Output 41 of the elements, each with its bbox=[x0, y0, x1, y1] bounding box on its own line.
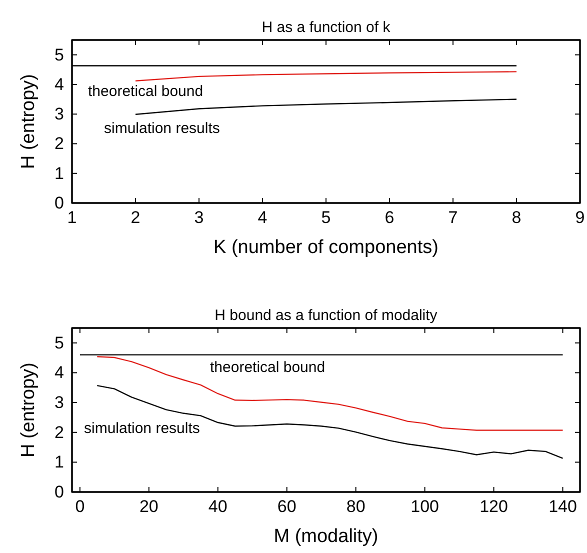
y-tick-label: 0 bbox=[54, 193, 64, 212]
line-series bbox=[134, 98, 518, 115]
y-tick-label: 5 bbox=[54, 45, 64, 64]
y-tick-label: 4 bbox=[54, 363, 64, 382]
x-tick-label: 0 bbox=[75, 497, 85, 516]
line-series bbox=[134, 71, 518, 82]
y-axis-title: H (entropy) bbox=[18, 362, 39, 458]
x-tick-label: 60 bbox=[277, 497, 296, 516]
y-tick-label: 5 bbox=[54, 333, 64, 352]
x-axis-title: K (number of components) bbox=[214, 237, 438, 258]
y-tick-label: 2 bbox=[54, 134, 64, 154]
annotation: theoretical bound bbox=[210, 358, 326, 376]
y-tick-label: 3 bbox=[54, 392, 64, 412]
x-tick-label: 7 bbox=[448, 208, 458, 228]
x-tick-label: 40 bbox=[208, 497, 228, 516]
x-tick-label: 5 bbox=[321, 208, 331, 228]
chart-title: H bound as a function of modality bbox=[214, 307, 438, 324]
annotation: simulation results bbox=[84, 420, 200, 437]
annotation: theoretical bound bbox=[88, 82, 204, 100]
annotation: simulation results bbox=[104, 120, 220, 137]
x-tick-label: 120 bbox=[480, 497, 508, 516]
y-tick-label: 4 bbox=[54, 74, 64, 94]
x-tick-label: 9 bbox=[575, 208, 585, 228]
x-tick-label: 2 bbox=[130, 208, 140, 228]
y-tick-label: 3 bbox=[54, 104, 64, 124]
x-tick-label: 4 bbox=[258, 208, 268, 228]
y-tick-label: 2 bbox=[54, 422, 64, 442]
x-tick-label: 140 bbox=[548, 497, 577, 516]
chart-title: H as a function of k bbox=[262, 19, 391, 36]
x-tick-label: 1 bbox=[67, 208, 77, 228]
x-tick-label: 3 bbox=[194, 208, 204, 228]
x-tick-label: 80 bbox=[346, 497, 366, 516]
y-axis-title: H (entropy) bbox=[18, 74, 39, 170]
x-tick-label: 8 bbox=[512, 208, 522, 228]
x-tick-label: 6 bbox=[384, 208, 394, 228]
x-axis-title: M (modality) bbox=[274, 526, 378, 547]
x-tick-label: 100 bbox=[410, 497, 439, 516]
y-tick-label: 0 bbox=[54, 482, 64, 502]
y-tick-label: 1 bbox=[54, 452, 64, 472]
y-tick-label: 1 bbox=[54, 164, 64, 183]
x-tick-label: 20 bbox=[139, 497, 158, 516]
